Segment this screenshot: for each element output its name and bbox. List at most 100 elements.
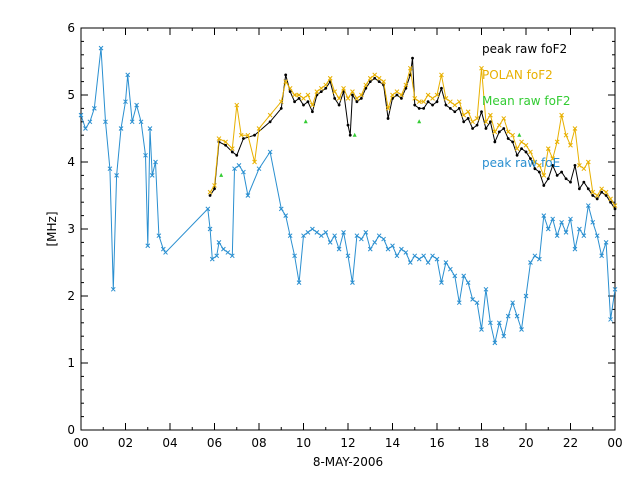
data-point (367, 246, 373, 252)
data-point (474, 300, 480, 306)
data-point (560, 170, 563, 174)
data-point (514, 146, 520, 151)
x-tick-label: 22 (563, 436, 578, 450)
data-point (78, 112, 84, 118)
data-point (305, 92, 311, 98)
y-tick-label: 1 (67, 356, 75, 370)
data-point (230, 150, 234, 154)
data-point (541, 173, 547, 178)
series-mean-raw-fof2 (219, 119, 522, 177)
data-point (439, 280, 444, 285)
y-tick-label: 0 (67, 423, 75, 437)
data-point (443, 260, 449, 265)
data-point (440, 86, 443, 90)
data-point (205, 206, 211, 212)
data-point (163, 250, 168, 255)
plot-frame (80, 27, 616, 431)
data-point (599, 186, 605, 192)
series-peak-raw-fof2 (208, 56, 617, 211)
data-point (493, 140, 497, 144)
x-tick-label: 06 (207, 436, 222, 450)
data-point (577, 162, 582, 168)
data-point (550, 156, 556, 162)
data-point (517, 132, 522, 137)
data-point (519, 139, 524, 145)
data-point (456, 99, 462, 105)
data-point (426, 100, 430, 104)
data-point (612, 203, 618, 208)
data-point (572, 246, 578, 252)
x-tick-label: 18 (474, 436, 489, 450)
data-point (267, 112, 273, 118)
data-point (134, 102, 139, 108)
data-point (403, 82, 409, 88)
data-point (207, 226, 213, 232)
data-point (550, 216, 556, 222)
data-point (470, 119, 475, 125)
data-point (310, 226, 315, 232)
data-point (537, 170, 541, 174)
data-point (430, 95, 435, 101)
data-point (568, 216, 573, 222)
data-point (256, 166, 262, 172)
data-point (221, 246, 226, 252)
data-point (474, 116, 480, 121)
data-point (457, 107, 461, 110)
data-point (346, 123, 350, 127)
data-point (456, 300, 462, 306)
data-point (514, 313, 520, 319)
data-point (236, 162, 242, 168)
series-line (209, 68, 616, 206)
data-point (475, 123, 479, 127)
data-point (496, 320, 502, 326)
data-point (506, 137, 510, 140)
data-point (302, 103, 305, 107)
data-point (471, 127, 474, 130)
data-point (608, 317, 613, 322)
data-point (83, 126, 88, 131)
data-point (241, 169, 246, 175)
data-point (443, 95, 449, 101)
data-point (292, 253, 297, 259)
data-point (399, 246, 404, 252)
data-point (603, 240, 609, 245)
data-point (229, 146, 235, 151)
data-point (352, 132, 357, 137)
data-point (523, 293, 529, 299)
data-point (318, 85, 324, 91)
x-tick-label: 04 (162, 436, 177, 450)
data-point (502, 127, 506, 130)
data-point (377, 80, 381, 83)
x-axis: 00 02 04 06 08 10 12 14 16 18 20 22 00 (73, 28, 623, 450)
y-axis: 0 1 2 3 4 5 6 (67, 21, 615, 437)
data-point (551, 163, 555, 167)
data-point (585, 203, 591, 208)
data-point (417, 119, 422, 124)
data-point (256, 126, 262, 131)
data-point (341, 85, 346, 91)
data-point (536, 256, 542, 262)
data-point (306, 100, 310, 104)
data-point (581, 166, 587, 172)
data-point (363, 82, 369, 88)
data-point (145, 243, 151, 249)
x-tick-label: 10 (296, 436, 311, 450)
x-tick-label: 00 (607, 436, 622, 450)
data-point (573, 163, 577, 167)
data-point (98, 45, 104, 51)
data-point (91, 106, 97, 111)
data-point (149, 173, 155, 178)
data-point (465, 109, 471, 115)
data-point (483, 119, 489, 125)
x-tick-label: 12 (340, 436, 355, 450)
data-point (466, 117, 470, 120)
data-point (209, 256, 215, 262)
data-point (359, 96, 363, 100)
data-point (577, 226, 582, 232)
data-point (293, 100, 296, 104)
data-point (488, 112, 493, 118)
y-tick-label: 6 (67, 21, 75, 35)
data-point (594, 233, 600, 239)
data-point (314, 229, 320, 235)
